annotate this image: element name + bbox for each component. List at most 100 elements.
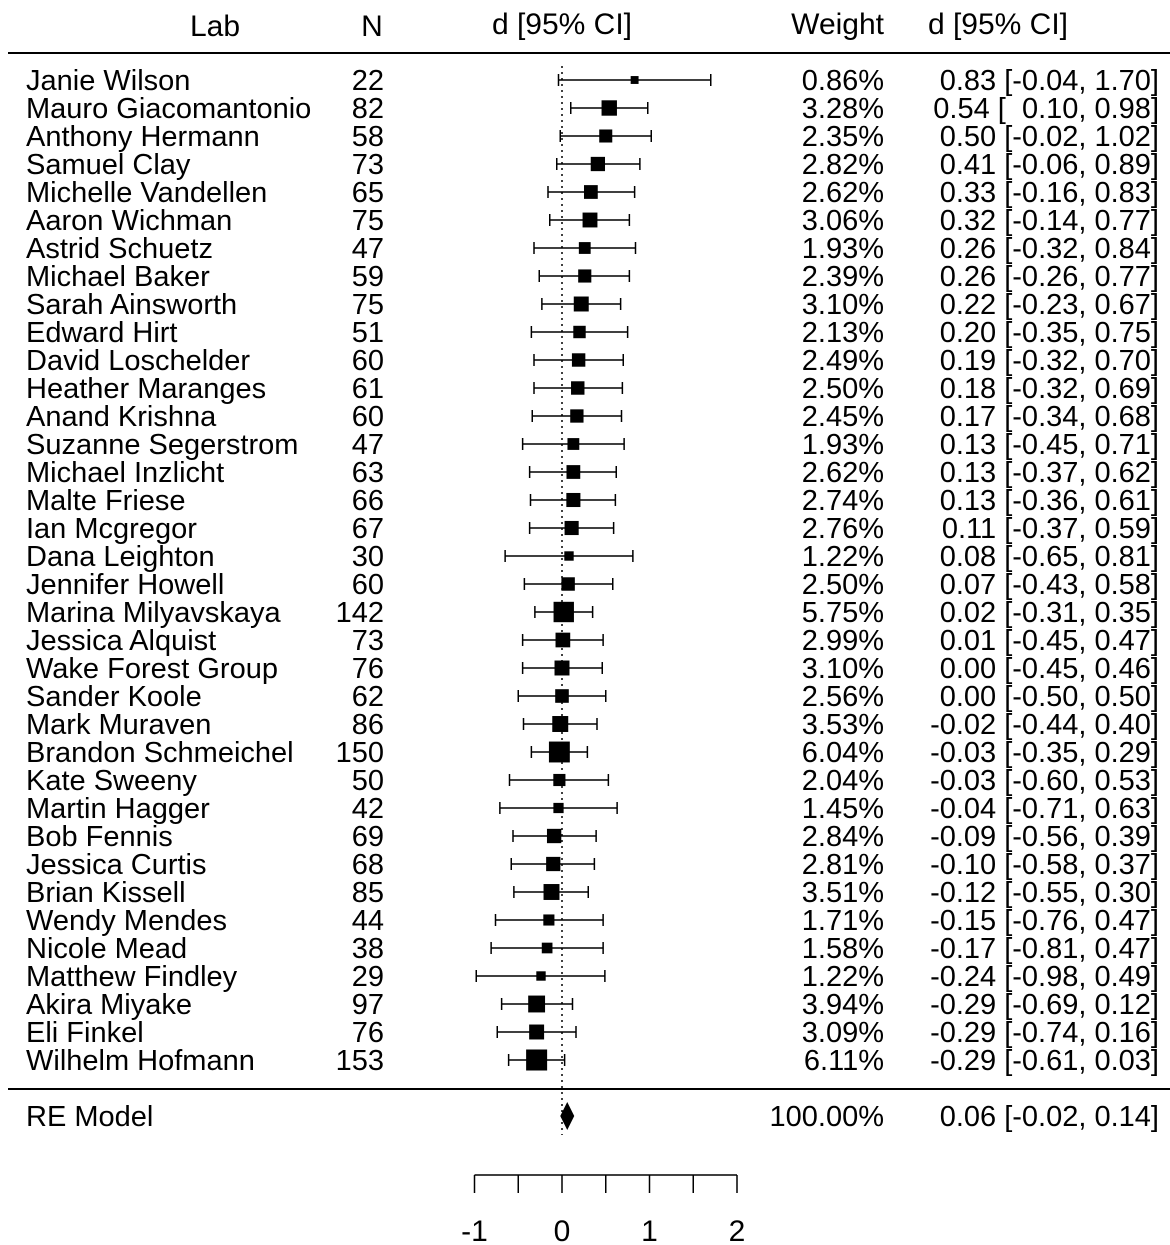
study-weight: 2.45% <box>802 401 884 433</box>
study-n: 60 <box>352 345 384 377</box>
axis-tick-label: 2 <box>729 1215 746 1245</box>
study-row: Kate Sweeny 50 2.04% -0.03 [-0.60, 0.53] <box>26 765 1159 797</box>
study-lab: Brian Kissell <box>26 877 186 909</box>
study-weight: 2.62% <box>802 177 884 209</box>
summary-row: RE Model 100.00% 0.06 [-0.02, 0.14] <box>26 1101 1159 1133</box>
study-n: 51 <box>352 317 384 349</box>
study-n: 30 <box>352 541 384 573</box>
study-n: 29 <box>352 961 384 993</box>
study-weight: 1.58% <box>802 933 884 965</box>
study-weight: 5.75% <box>802 597 884 629</box>
study-lab: Brandon Schmeichel <box>26 737 294 769</box>
study-row: Sarah Ainsworth 75 3.10% 0.22 [-0.23, 0.67… <box>26 289 1159 321</box>
study-lab: Michael Inzlicht <box>26 457 224 489</box>
point-estimate <box>553 773 566 787</box>
study-estimate: -0.12 [-0.55, 0.30] <box>930 877 1159 909</box>
study-row: Sander Koole 62 2.56% 0.00 [-0.50, 0.50] <box>26 681 1159 713</box>
summary-estimate: 0.06 [-0.02, 0.14] <box>940 1101 1159 1133</box>
point-estimate <box>536 971 546 981</box>
study-n: 150 <box>336 737 384 769</box>
study-weight: 3.53% <box>802 709 884 741</box>
study-estimate: -0.03 [-0.60, 0.53] <box>930 765 1159 797</box>
study-n: 76 <box>352 653 384 685</box>
study-estimate: -0.04 [-0.71, 0.63] <box>930 793 1159 825</box>
point-estimate <box>526 1049 548 1071</box>
study-row: Mauro Giacomantonio 82 3.28% 0.54 [ 0.10, … <box>26 93 1159 125</box>
study-weight: 2.13% <box>802 317 884 349</box>
study-estimate: 0.26 [-0.26, 0.77] <box>924 261 1159 293</box>
study-weight: 2.62% <box>802 457 884 489</box>
summary-label: RE Model <box>26 1101 153 1133</box>
study-n: 42 <box>352 793 384 825</box>
point-estimate <box>566 492 581 508</box>
study-weight: 6.04% <box>802 737 884 769</box>
point-estimate <box>578 269 592 283</box>
study-weight: 1.45% <box>802 793 884 825</box>
study-estimate: -0.03 [-0.35, 0.29] <box>930 737 1159 769</box>
study-weight: 3.94% <box>802 989 884 1021</box>
study-estimate: -0.17 [-0.81, 0.47] <box>930 933 1159 965</box>
study-weight: 2.56% <box>802 681 884 713</box>
header-n: N <box>361 10 383 43</box>
study-n: 69 <box>352 821 384 853</box>
study-row: Marina Milyavskaya 142 5.75% 0.02 [-0.31, … <box>26 597 1159 629</box>
study-n: 97 <box>352 989 384 1021</box>
study-weight: 1.93% <box>802 233 884 265</box>
study-lab: Bob Fennis <box>26 821 173 853</box>
study-row: Eli Finkel 76 3.09% -0.29 [-0.74, 0.16] <box>26 1017 1159 1049</box>
study-lab: Aaron Wichman <box>26 205 232 237</box>
study-row: Jennifer Howell 60 2.50% 0.07 [-0.43, 0.58… <box>26 569 1159 601</box>
point-estimate <box>548 741 570 763</box>
point-estimate <box>571 353 586 367</box>
point-estimate <box>564 520 579 536</box>
study-row: Nicole Mead 38 1.58% -0.17 [-0.81, 0.47] <box>26 933 1159 965</box>
study-estimate: 0.00 [-0.45, 0.46] <box>924 653 1159 685</box>
study-lab: Sander Koole <box>26 681 202 713</box>
study-row: Michael Baker 59 2.39% 0.26 [-0.26, 0.77] <box>26 261 1159 293</box>
study-lab: Anthony Hermann <box>26 121 260 153</box>
study-estimate: 0.32 [-0.14, 0.77] <box>924 205 1159 237</box>
study-weight: 2.50% <box>802 569 884 601</box>
study-weight: 2.04% <box>802 765 884 797</box>
study-lab: Jessica Alquist <box>26 625 216 657</box>
study-estimate: -0.02 [-0.44, 0.40] <box>930 709 1159 741</box>
axis-tick-label: 0 <box>554 1215 571 1245</box>
axis-tick-label: 1 <box>641 1215 658 1245</box>
point-estimate <box>573 325 586 339</box>
study-lab: Matthew Findley <box>26 961 238 993</box>
study-weight: 2.39% <box>802 261 884 293</box>
study-n: 47 <box>352 429 384 461</box>
study-lab: Astrid Schuetz <box>26 233 213 265</box>
study-row: Dana Leighton 30 1.22% 0.08 [-0.65, 0.81] <box>26 541 1159 573</box>
axis-tick-label: -1 <box>461 1215 488 1245</box>
study-row: Jessica Alquist 73 2.99% 0.01 [-0.45, 0.47… <box>26 625 1159 657</box>
study-estimate: 0.26 [-0.32, 0.84] <box>924 233 1159 265</box>
study-estimate: -0.10 [-0.58, 0.37] <box>930 849 1159 881</box>
study-estimate: 0.83 [-0.04, 1.70] <box>924 65 1159 97</box>
study-n: 68 <box>352 849 384 881</box>
study-n: 73 <box>352 625 384 657</box>
point-estimate <box>554 660 570 676</box>
point-estimate <box>573 296 589 312</box>
point-estimate <box>555 689 569 703</box>
study-lab: Michael Baker <box>26 261 210 293</box>
study-lab: Jessica Curtis <box>26 849 207 881</box>
study-estimate: -0.29 [-0.61, 0.03] <box>930 1045 1159 1077</box>
study-estimate: -0.24 [-0.98, 0.49] <box>930 961 1159 993</box>
study-row: Anthony Hermann 58 2.35% 0.50 [-0.02, 1.02… <box>26 121 1159 153</box>
study-estimate: 0.13 [-0.45, 0.71] <box>924 429 1159 461</box>
study-n: 85 <box>352 877 384 909</box>
point-estimate <box>601 100 617 116</box>
point-estimate <box>561 577 575 591</box>
study-n: 86 <box>352 709 384 741</box>
study-weight: 2.81% <box>802 849 884 881</box>
study-row: Bob Fennis 69 2.84% -0.09 [-0.56, 0.39] <box>26 821 1159 853</box>
study-weight: 2.35% <box>802 121 884 153</box>
study-weight: 2.76% <box>802 513 884 545</box>
study-weight: 1.93% <box>802 429 884 461</box>
study-row: Samuel Clay 73 2.82% 0.41 [-0.06, 0.89] <box>26 149 1159 181</box>
study-estimate: -0.29 [-0.69, 0.12] <box>930 989 1159 1021</box>
study-lab: Eli Finkel <box>26 1017 144 1049</box>
point-estimate <box>546 828 562 844</box>
study-rows: Janie Wilson 22 0.86% 0.83 [-0.04, 1.70]Ma… <box>26 65 1159 1077</box>
